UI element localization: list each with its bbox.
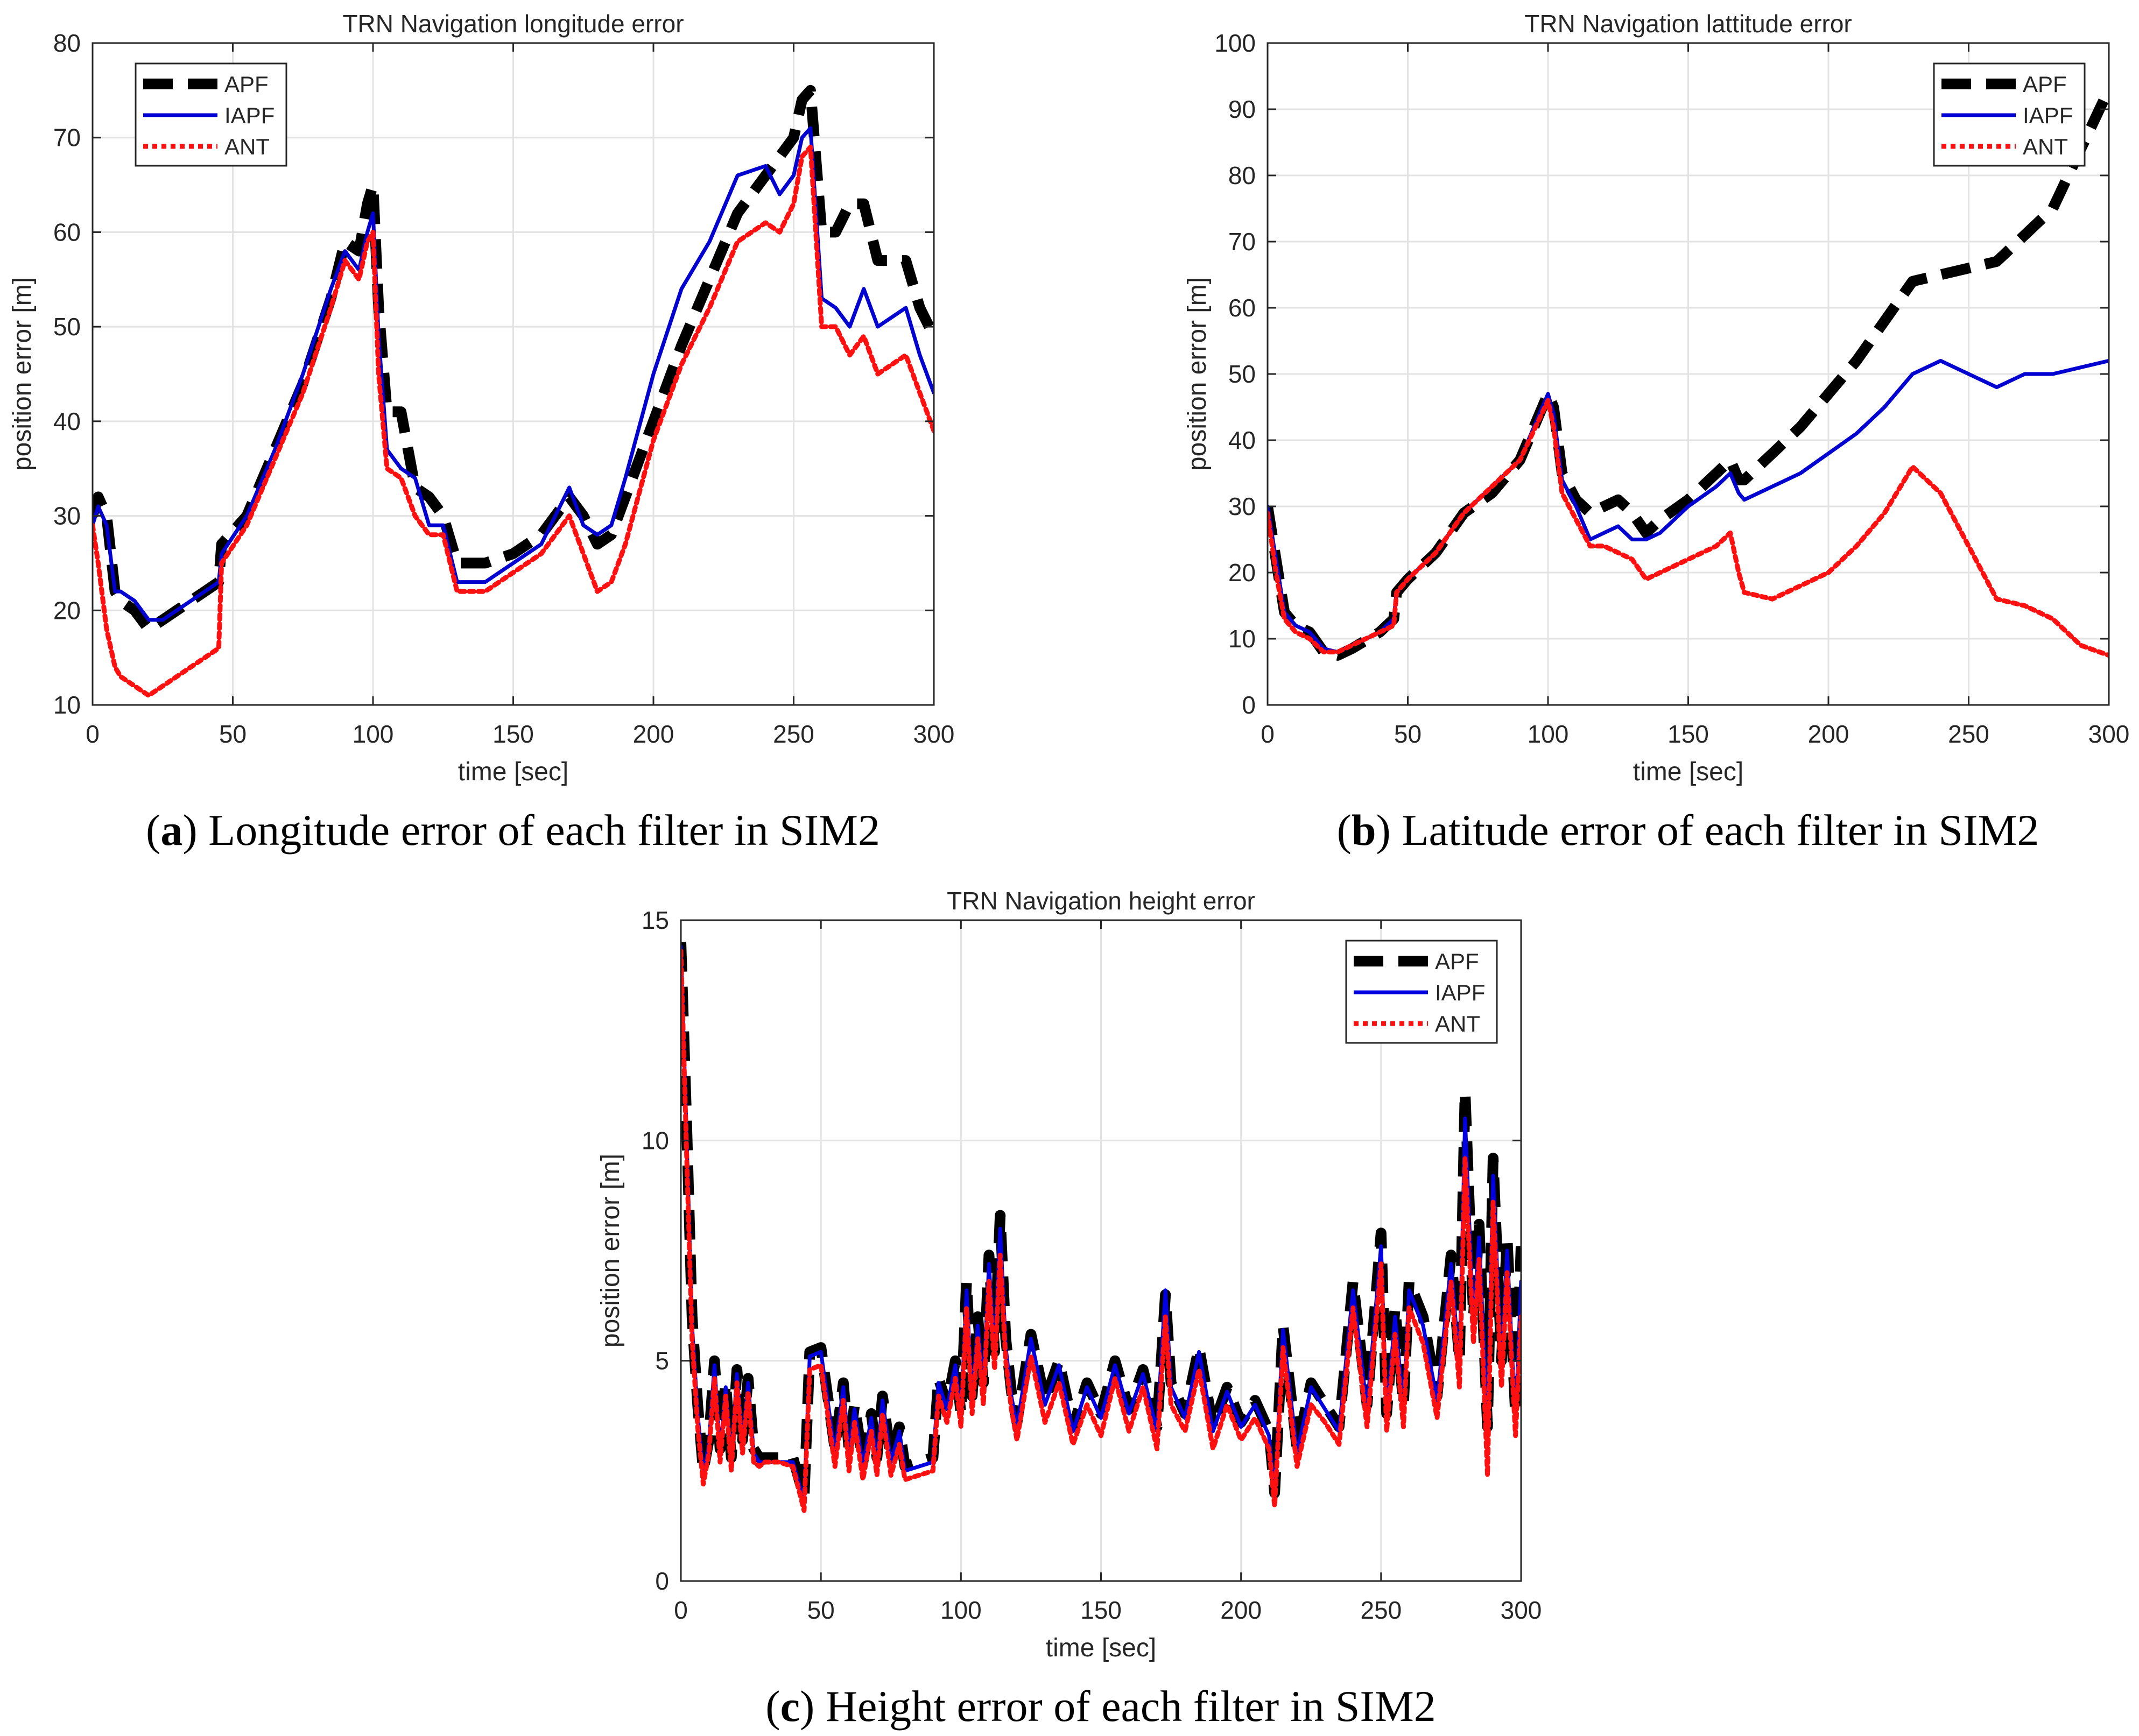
y-tick-label: 10 <box>642 1126 669 1154</box>
y-tick-label: 70 <box>53 124 81 152</box>
y-tick-label: 0 <box>1242 691 1256 719</box>
caption-letter: b <box>1352 806 1376 855</box>
x-tick-label: 200 <box>1220 1596 1262 1624</box>
caption: (b) Latitude error of each filter in SIM… <box>1337 806 2039 855</box>
y-tick-label: 0 <box>655 1567 669 1595</box>
y-tick-label: 60 <box>1228 294 1256 322</box>
y-tick-label: 80 <box>53 29 81 57</box>
x-tick-label: 0 <box>1261 720 1275 748</box>
x-tick-label: 100 <box>353 720 394 748</box>
y-tick-label: 20 <box>1228 559 1256 587</box>
x-tick-label: 150 <box>492 720 534 748</box>
y-tick-label: 10 <box>53 691 81 719</box>
series-line-ant <box>681 948 1521 1513</box>
x-tick-label: 50 <box>807 1596 835 1624</box>
legend-label-ant: ANT <box>224 134 270 159</box>
x-tick-label: 0 <box>674 1596 688 1624</box>
x-tick-label: 250 <box>773 720 814 748</box>
series-line-apf <box>1268 87 2109 661</box>
caption-letter: a <box>160 806 182 855</box>
legend: APF IAPF ANT <box>135 62 287 167</box>
legend-label-apf: APF <box>1435 949 1479 974</box>
x-tick-label: 150 <box>1667 720 1709 748</box>
y-axis-label: position error [m] <box>1183 277 1212 471</box>
y-tick-label: 80 <box>1228 161 1256 189</box>
legend-label-apf: APF <box>224 72 269 97</box>
legend-label-iapf: IAPF <box>224 103 275 128</box>
x-tick-label: 50 <box>1394 720 1422 748</box>
caption-text: Longitude error of each filter in SIM2 <box>198 806 880 855</box>
y-tick-label: 100 <box>1214 29 1256 57</box>
legend-label-apf: APF <box>2023 72 2067 97</box>
legend-label-iapf: IAPF <box>2023 103 2073 128</box>
y-tick-label: 20 <box>53 596 81 624</box>
x-axis-label: time [sec] <box>1046 1634 1156 1662</box>
chart-title: TRN Navigation lattitude error <box>1524 10 1852 38</box>
legend: APF IAPF ANT <box>1933 62 2086 167</box>
series-line-apf <box>93 84 934 635</box>
x-tick-label: 300 <box>2088 720 2130 748</box>
y-tick-label: 70 <box>1228 228 1256 256</box>
y-axis-label: position error [m] <box>8 277 37 471</box>
x-axis-label: time [sec] <box>1633 758 1743 786</box>
y-tick-label: 10 <box>1228 625 1256 653</box>
x-tick-label: 200 <box>1808 720 1849 748</box>
series-line-ant <box>93 144 934 698</box>
y-tick-label: 60 <box>53 218 81 246</box>
series-line-ant <box>1268 398 2109 658</box>
chart-latitude-error: 0 50 100 150 200 250 300 0 10 20 30 40 50 60 70 80 90 100… <box>1183 10 2129 855</box>
caption-letter: c <box>780 1682 800 1731</box>
caption: (a) Longitude error of each filter in SI… <box>146 806 880 855</box>
y-tick-label: 30 <box>53 502 81 530</box>
x-axis-label: time [sec] <box>458 758 568 786</box>
series-group <box>1268 87 2109 661</box>
series-group <box>93 84 934 698</box>
series-group <box>681 942 1521 1513</box>
caption-text: Height error of each filter in SIM2 <box>814 1682 1436 1731</box>
x-tick-label: 150 <box>1080 1596 1122 1624</box>
y-tick-label: 50 <box>53 313 81 341</box>
y-tick-label: 40 <box>1228 426 1256 454</box>
y-tick-label: 50 <box>1228 360 1256 388</box>
chart-title: TRN Navigation height error <box>947 887 1255 915</box>
y-tick-label: 5 <box>655 1347 669 1375</box>
y-axis-label: position error [m] <box>596 1154 625 1347</box>
x-tick-label: 100 <box>940 1596 982 1624</box>
legend-label-ant: ANT <box>2023 134 2068 159</box>
x-tick-label: 300 <box>913 720 955 748</box>
x-tick-label: 100 <box>1528 720 1569 748</box>
legend-label-iapf: IAPF <box>1435 980 1485 1005</box>
x-tick-label: 0 <box>86 720 100 748</box>
chart-height-error: 0 50 100 150 200 250 300 0 5 10 15 TRN Navigation h… <box>596 887 1542 1731</box>
caption-text: Latitude error of each filter in SIM2 <box>1391 806 2039 855</box>
chart-title: TRN Navigation longitude error <box>342 10 684 38</box>
y-tick-label: 15 <box>642 906 669 934</box>
x-tick-label: 300 <box>1501 1596 1542 1624</box>
x-tick-label: 200 <box>633 720 674 748</box>
y-tick-label: 30 <box>1228 492 1256 520</box>
x-tick-label: 250 <box>1360 1596 1402 1624</box>
legend: APF IAPF ANT <box>1345 940 1498 1044</box>
x-tick-label: 250 <box>1948 720 1989 748</box>
y-tick-label: 40 <box>53 407 81 435</box>
caption: (c) Height error of each filter in SIM2 <box>765 1682 1436 1731</box>
x-tick-label: 50 <box>219 720 247 748</box>
chart-longitude-error: 0 50 100 150 200 250 300 10 20 30 40 50 60 70 80 TRN Na… <box>8 10 954 855</box>
legend-label-ant: ANT <box>1435 1011 1480 1036</box>
y-tick-label: 90 <box>1228 95 1256 123</box>
